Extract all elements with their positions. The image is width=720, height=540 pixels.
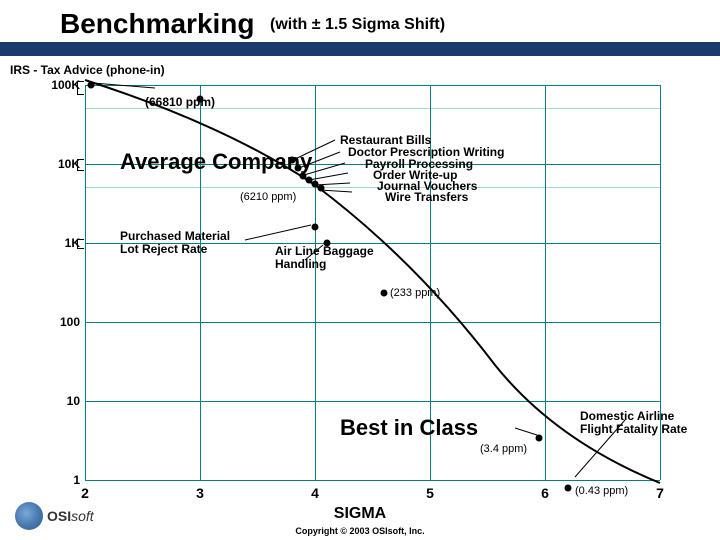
ylabel-1k: 1K bbox=[40, 236, 80, 250]
point-wire bbox=[318, 185, 325, 192]
point-233 bbox=[381, 290, 388, 297]
xlabel-2: 2 bbox=[75, 485, 95, 501]
ylabel-10k: 10K bbox=[40, 157, 80, 171]
benchmark-chart: (66810 ppm) Restaurant Bills Doctor Pres… bbox=[0, 55, 720, 515]
title-bar: Benchmarking (with ± 1.5 Sigma Shift) bbox=[0, 0, 720, 50]
ann-043: (0.43 ppm) bbox=[575, 485, 628, 497]
ann-wire: Wire Transfers bbox=[385, 190, 468, 204]
xlabel-3: 3 bbox=[190, 485, 210, 501]
plot-area: (66810 ppm) Restaurant Bills Doctor Pres… bbox=[85, 85, 660, 480]
logo-brand: OSI bbox=[47, 508, 71, 524]
ann-233: (233 ppm) bbox=[390, 287, 440, 299]
gridline bbox=[85, 480, 660, 481]
ylabel-10: 10 bbox=[40, 394, 80, 408]
best-in-class-label: Best in Class bbox=[340, 415, 478, 441]
logo-suffix: soft bbox=[71, 508, 94, 524]
ann-baggage: Air Line BaggageHandling bbox=[275, 245, 374, 270]
point-irs bbox=[88, 82, 95, 89]
point-purchased bbox=[312, 224, 319, 231]
point-domestic bbox=[565, 485, 572, 492]
xlabel-4: 4 bbox=[305, 485, 325, 501]
ylabel-1: 1 bbox=[40, 473, 80, 487]
ann-irs: IRS - Tax Advice (phone-in) bbox=[10, 63, 165, 77]
average-company-label: Average Company bbox=[120, 150, 312, 173]
ylabel-100k: 100K bbox=[40, 78, 80, 92]
xlabel-6: 6 bbox=[535, 485, 555, 501]
copyright-footer: Copyright © 2003 OSIsoft, Inc. bbox=[0, 526, 720, 536]
ann-6210: (6210 ppm) bbox=[240, 191, 296, 203]
ann-domestic: Domestic AirlineFlight Fatality Rate bbox=[580, 410, 687, 435]
average-company-text: Average Company bbox=[120, 149, 312, 174]
xlabel-7: 7 bbox=[650, 485, 670, 501]
logo-text: OSIsoft bbox=[47, 508, 94, 524]
ann-purchased: Purchased MaterialLot Reject Rate bbox=[120, 230, 230, 255]
ann-66810: (66810 ppm) bbox=[145, 95, 215, 109]
page-subtitle: (with ± 1.5 Sigma Shift) bbox=[270, 16, 445, 34]
ylabel-100: 100 bbox=[40, 315, 80, 329]
page-title: Benchmarking bbox=[60, 8, 255, 40]
x-axis-title: SIGMA bbox=[0, 505, 720, 523]
xlabel-5: 5 bbox=[420, 485, 440, 501]
point-34 bbox=[536, 435, 543, 442]
ann-34: (3.4 ppm) bbox=[480, 443, 527, 455]
